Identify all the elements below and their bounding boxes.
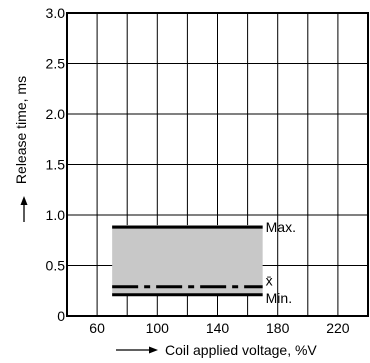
y-tick-label: 0.5: [46, 258, 66, 274]
series-labels: Max. x̄Min.: [266, 219, 296, 306]
y-axis-label: Release time, ms: [13, 76, 29, 184]
y-tick-label: 1.5: [46, 157, 66, 173]
x-tick-label: 100: [146, 320, 170, 336]
x-tick-label: 220: [326, 320, 350, 336]
y-axis-arrow-icon: [20, 196, 28, 205]
plot-frame: [66, 12, 369, 317]
x-axis-arrow-icon: [149, 346, 158, 354]
y-tick-label: 3.0: [46, 5, 66, 21]
x-axis-label: Coil applied voltage, %V: [165, 342, 317, 358]
x-tick-labels: 60 100 140 180 220: [89, 320, 349, 336]
x-tick-label: 180: [266, 320, 290, 336]
series-lines: [112, 225, 263, 297]
y-tick-labels: 0 0.5 1.0 1.5 2.0 2.5 3.0: [46, 5, 66, 324]
series-label-min: Min.: [266, 290, 292, 306]
plot-border: [66, 12, 369, 317]
y-tick-label: 2.0: [46, 106, 66, 122]
series-label-mean: x̄: [266, 273, 273, 289]
y-tick-label: 1.0: [46, 207, 66, 223]
release-time-range-band: [112, 225, 263, 296]
y-tick-label: 2.5: [46, 56, 66, 72]
y-axis-title-group: Release time, ms: [13, 76, 29, 222]
x-tick-label: 140: [206, 320, 230, 336]
x-axis-title-group: Coil applied voltage, %V: [116, 342, 317, 358]
x-tick-label: 60: [89, 320, 105, 336]
y-tick-label: 0: [57, 308, 65, 324]
series-label-max: Max.: [266, 219, 296, 235]
